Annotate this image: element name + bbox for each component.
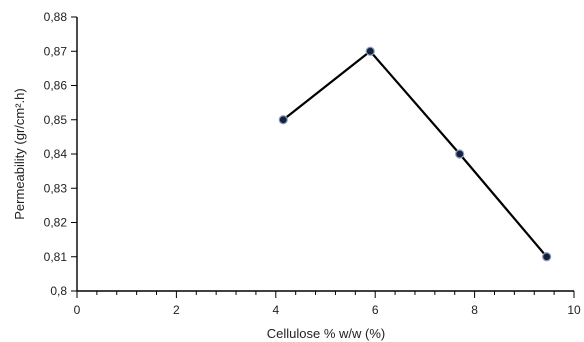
series-group: [278, 46, 552, 262]
series-line: [282, 50, 548, 258]
data-point: [365, 46, 375, 56]
x-tick-label: 10: [567, 303, 581, 317]
y-axis-title: Permeability (gr/cm².h): [12, 88, 27, 219]
y-tick-label: 0,8: [50, 284, 67, 298]
x-tick-label: 6: [372, 303, 379, 317]
x-tick-label: 8: [471, 303, 478, 317]
y-tick-label: 0,82: [44, 216, 68, 230]
y-tick-label: 0,81: [44, 250, 68, 264]
y-tick-label: 0,85: [44, 113, 68, 127]
x-tick-label: 0: [74, 303, 81, 317]
y-tick-label: 0,84: [44, 147, 68, 161]
y-tick-label: 0,88: [44, 10, 68, 24]
y-tick-label: 0,87: [44, 44, 68, 58]
y-axis-tick-labels: 0,8 0,81 0,82 0,83 0,84 0,85 0,86 0,87 0,88: [44, 10, 68, 298]
x-axis-ticks: [76, 291, 575, 298]
data-point: [455, 149, 465, 159]
x-axis-tick-labels: 0 2 4 6 8 10: [74, 303, 581, 317]
x-tick-label: 4: [272, 303, 279, 317]
y-tick-label: 0,86: [44, 79, 68, 93]
data-point: [542, 252, 552, 262]
x-tick-label: 2: [173, 303, 180, 317]
x-axis-title: Cellulose % w/w (%): [267, 326, 385, 341]
data-point: [278, 115, 288, 125]
y-tick-label: 0,83: [44, 181, 68, 195]
y-axis-ticks: [71, 16, 77, 292]
